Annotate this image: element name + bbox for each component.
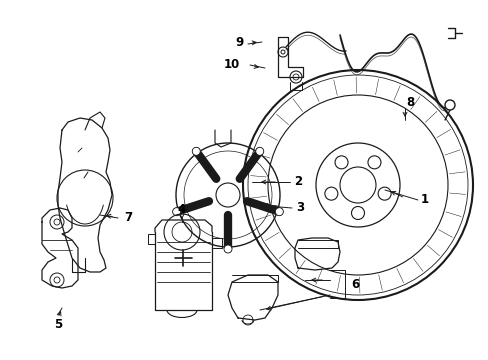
Text: 9: 9	[235, 36, 244, 49]
Text: 8: 8	[405, 95, 413, 108]
Text: 2: 2	[293, 175, 302, 189]
Text: 6: 6	[350, 278, 358, 291]
Text: 7: 7	[123, 211, 132, 225]
Circle shape	[172, 208, 180, 216]
Text: 4: 4	[178, 203, 186, 216]
Circle shape	[224, 245, 231, 253]
Text: 10: 10	[224, 58, 240, 72]
Circle shape	[255, 147, 263, 155]
Text: 1: 1	[420, 193, 428, 207]
Circle shape	[192, 147, 200, 155]
Text: 3: 3	[295, 202, 304, 215]
Text: 5: 5	[54, 319, 62, 332]
Circle shape	[444, 100, 454, 110]
Circle shape	[275, 208, 283, 216]
